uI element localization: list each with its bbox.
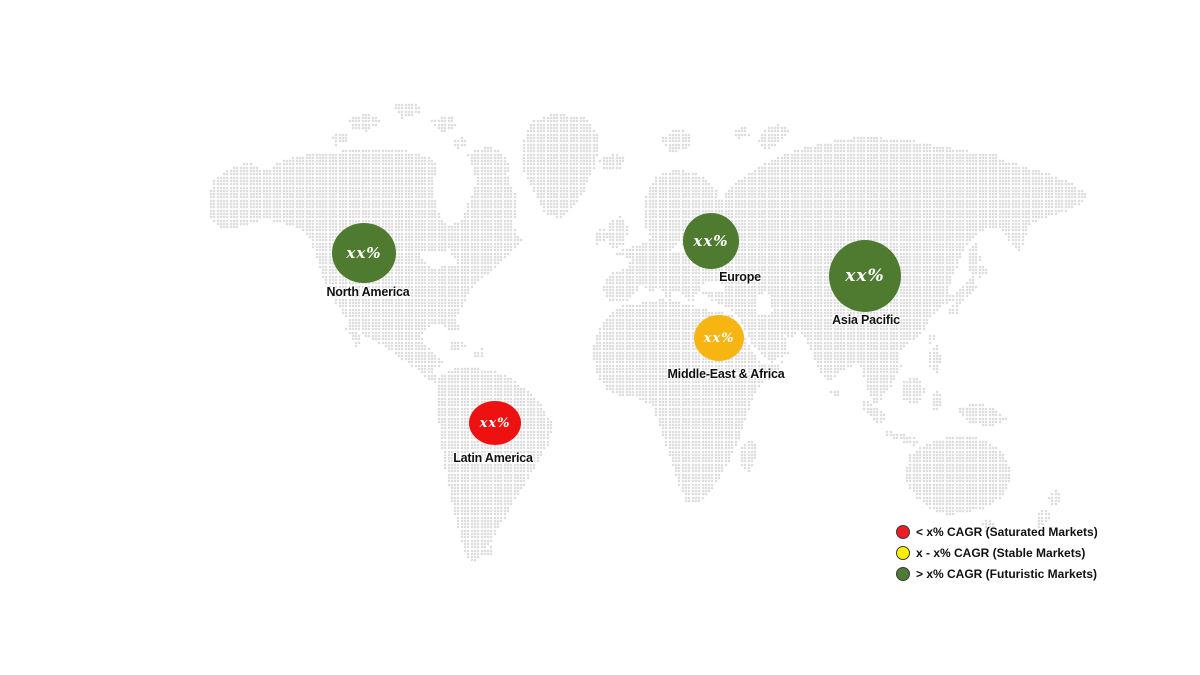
legend-label-stable: x - x% CAGR (Stable Markets) — [916, 545, 1086, 560]
legend-row-stable: x - x% CAGR (Stable Markets) — [896, 542, 1098, 563]
legend-label-saturated: < x% CAGR (Saturated Markets) — [916, 524, 1098, 539]
region-value-europe: xx% — [693, 232, 729, 250]
region-bubble-north-america[interactable]: xx% — [332, 223, 396, 283]
legend-row-saturated: < x% CAGR (Saturated Markets) — [896, 521, 1098, 542]
cagr-legend: < x% CAGR (Saturated Markets) x - x% CAG… — [896, 521, 1098, 584]
region-value-north-america: xx% — [346, 244, 382, 262]
region-label-europe: Europe — [719, 270, 761, 284]
legend-row-futuristic: > x% CAGR (Futuristic Markets) — [896, 563, 1098, 584]
region-value-latin-america: xx% — [479, 415, 511, 431]
region-bubble-latin-america[interactable]: xx% — [469, 401, 521, 445]
region-value-middle-east-africa: xx% — [703, 330, 735, 346]
legend-swatch-green-circle-icon — [896, 566, 910, 581]
region-label-north-america: North America — [326, 285, 410, 299]
region-bubble-middle-east-africa[interactable]: xx% — [694, 315, 744, 361]
region-bubble-asia-pacific[interactable]: xx% — [829, 240, 901, 312]
region-label-middle-east-africa: Middle-East & Africa — [667, 367, 785, 381]
legend-swatch-yellow-circle-icon — [896, 545, 910, 560]
region-label-asia-pacific: Asia Pacific — [832, 313, 900, 327]
legend-swatch-red-circle-icon — [896, 524, 910, 539]
region-label-latin-america: Latin America — [453, 451, 533, 465]
region-bubble-europe[interactable]: xx% — [683, 213, 739, 269]
legend-label-futuristic: > x% CAGR (Futuristic Markets) — [916, 566, 1098, 581]
region-value-asia-pacific: xx% — [845, 266, 885, 286]
